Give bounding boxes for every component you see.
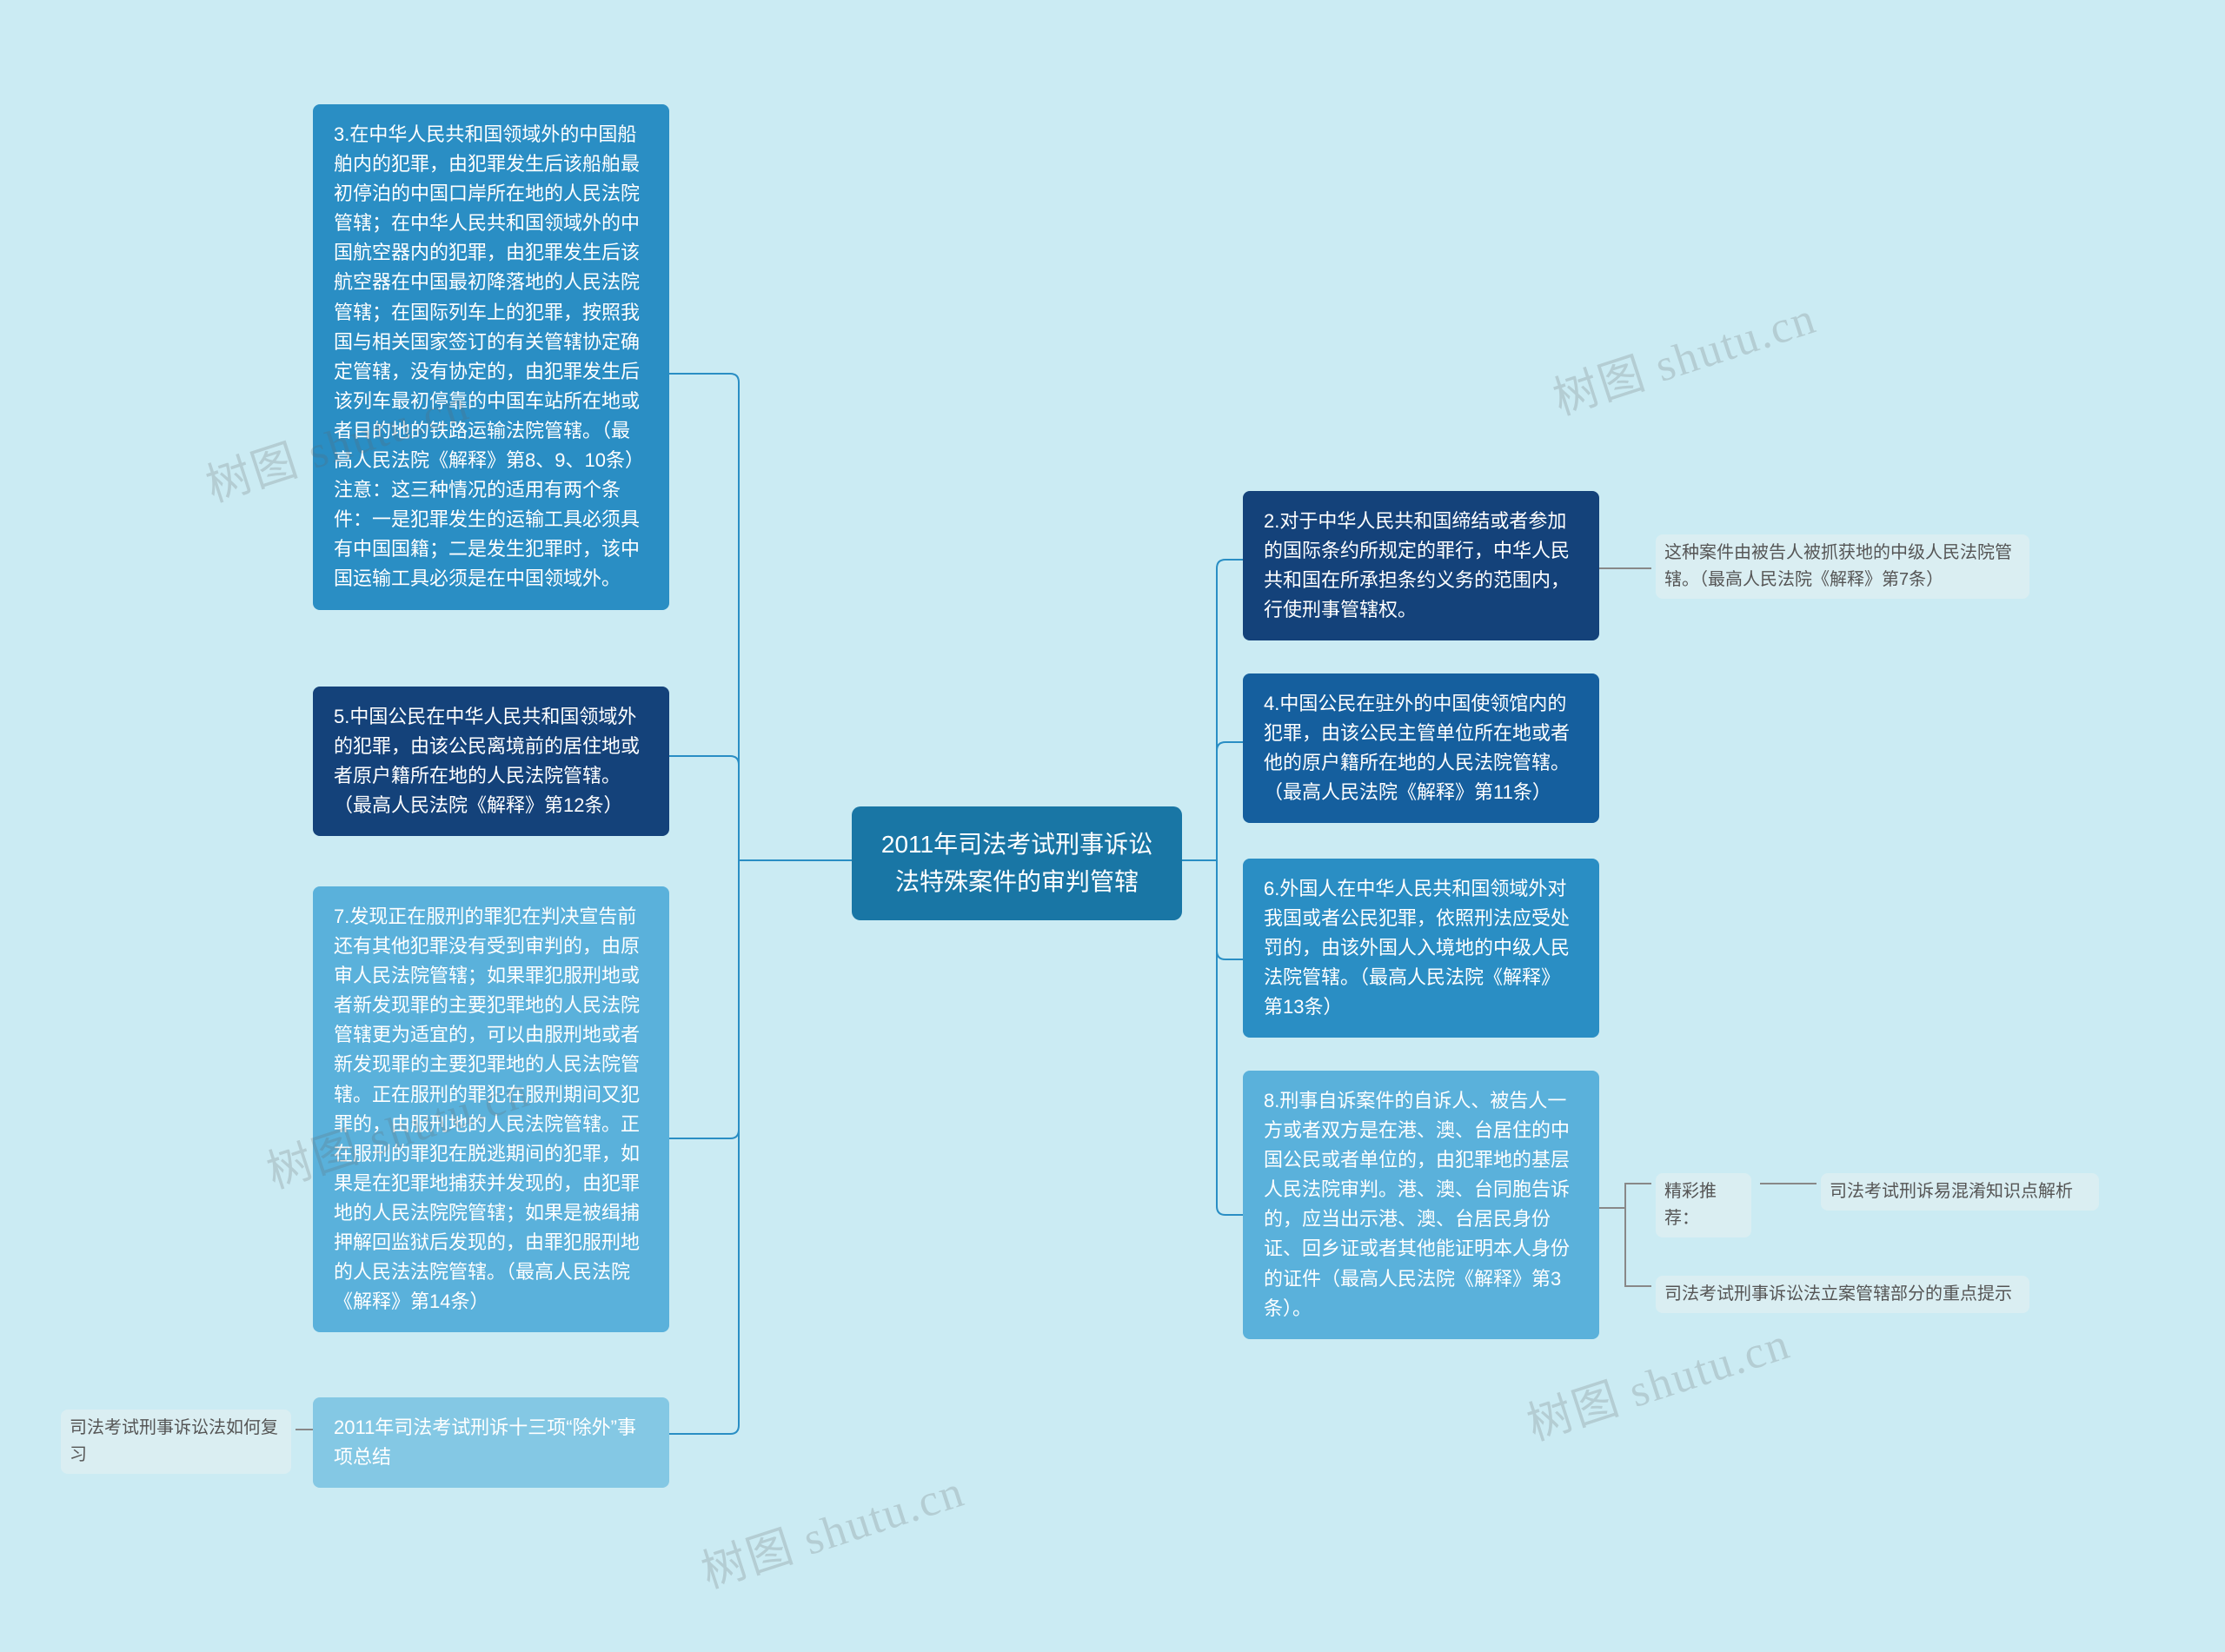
center-topic: 2011年司法考试刑事诉讼法特殊案件的审判管辖 [852,806,1182,920]
node-lsummary: 2011年司法考试刑诉十三项“除外”事项总结 [313,1397,669,1488]
node-r6: 6.外国人在中华人民共和国领域外对我国或者公民犯罪，依照刑法应受处罚的，由该外国… [1243,859,1599,1038]
leaf-r8-2: 司法考试刑事诉讼法立案管辖部分的重点提示 [1656,1276,2029,1313]
watermark: 树图 shutu.cn [692,1454,972,1600]
leaf-r8-label: 精彩推荐： [1656,1173,1751,1237]
leaf-r2: 这种案件由被告人被抓获地的中级人民法院管辖。（最高人民法院《解释》第7条） [1656,534,2029,599]
node-l7: 7.发现正在服刑的罪犯在判决宣告前还有其他犯罪没有受到审判的，由原审人民法院管辖… [313,886,669,1332]
node-l3: 3.在中华人民共和国领域外的中国船舶内的犯罪，由犯罪发生后该船舶最初停泊的中国口… [313,104,669,610]
node-r8: 8.刑事自诉案件的自诉人、被告人一方或者双方是在港、澳、台居住的中国公民或者单位… [1243,1071,1599,1339]
watermark: 树图 shutu.cn [1544,281,1823,427]
node-r2: 2.对于中华人民共和国缔结或者参加的国际条约所规定的罪行，中华人民共和国在所承担… [1243,491,1599,640]
node-r4: 4.中国公民在驻外的中国使领馆内的犯罪，由该公民主管单位所在地或者他的原户籍所在… [1243,673,1599,823]
node-l5: 5.中国公民在中华人民共和国领域外的犯罪，由该公民离境前的居住地或者原户籍所在地… [313,687,669,836]
leaf-r8-1: 司法考试刑诉易混淆知识点解析 [1821,1173,2099,1211]
leaf-left-howto: 司法考试刑事诉讼法如何复习 [61,1410,291,1474]
